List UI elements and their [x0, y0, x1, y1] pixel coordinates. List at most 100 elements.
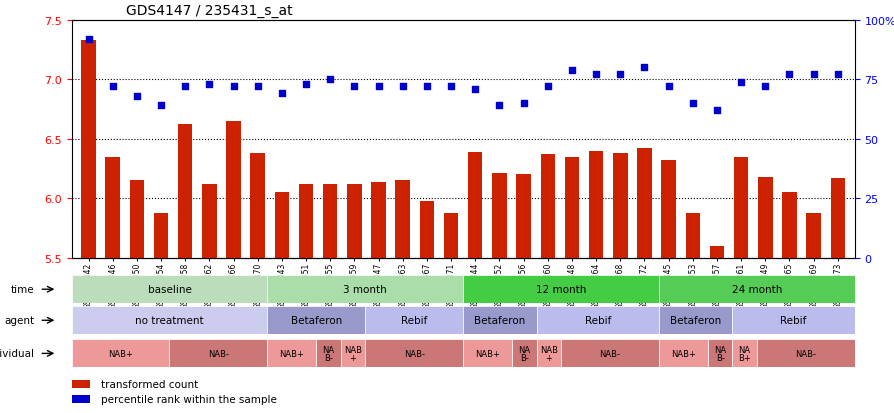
Bar [658, 339, 707, 368]
Text: NA
B-: NA B- [322, 345, 334, 362]
Point [588, 72, 603, 78]
Text: 24 month: 24 month [730, 285, 781, 294]
Bar [341, 339, 365, 368]
Text: NAB+: NAB+ [475, 349, 500, 358]
Bar [267, 275, 463, 304]
Point [492, 103, 506, 109]
Bar [274, 193, 289, 258]
Bar [658, 275, 854, 304]
Bar [685, 213, 699, 258]
Point [805, 72, 820, 78]
Bar [757, 178, 772, 258]
Text: Rebif: Rebif [401, 316, 427, 325]
Point [105, 84, 120, 90]
Text: baseline: baseline [148, 285, 191, 294]
Point [830, 72, 844, 78]
Point [419, 84, 434, 90]
Text: NA
B-: NA B- [518, 345, 530, 362]
Bar [709, 246, 723, 258]
Bar [492, 174, 506, 258]
Point [661, 84, 675, 90]
Bar [72, 275, 267, 304]
Bar [154, 213, 168, 258]
Bar [365, 306, 463, 335]
Bar [658, 306, 731, 335]
Point [540, 84, 554, 90]
Point [130, 93, 144, 100]
Bar [731, 339, 756, 368]
Bar [564, 157, 578, 258]
Point [202, 81, 216, 88]
Bar [169, 339, 267, 368]
Point [709, 107, 723, 114]
Text: 12 month: 12 month [536, 285, 586, 294]
Bar [612, 154, 627, 258]
Point [612, 72, 627, 78]
Point [468, 86, 482, 93]
Bar [316, 339, 341, 368]
Bar [371, 182, 385, 258]
Text: NAB-: NAB- [795, 349, 815, 358]
Bar [105, 157, 120, 258]
Point [564, 67, 578, 74]
Text: 3 month: 3 month [343, 285, 387, 294]
Text: transformed count: transformed count [101, 379, 198, 389]
Bar [463, 306, 536, 335]
Point [733, 79, 747, 85]
Text: NA
B+: NA B+ [738, 345, 750, 362]
Point [323, 77, 337, 83]
Bar [830, 178, 844, 258]
Text: time: time [11, 285, 34, 294]
Bar [536, 339, 561, 368]
Text: NAB-: NAB- [207, 349, 229, 358]
Point [757, 84, 772, 90]
Point [299, 81, 313, 88]
Text: NAB-: NAB- [403, 349, 425, 358]
Bar [299, 185, 313, 258]
Bar [250, 154, 265, 258]
Bar [72, 395, 90, 403]
Bar [202, 185, 216, 258]
Bar [588, 151, 603, 258]
Text: NAB+: NAB+ [108, 349, 133, 358]
Bar [347, 185, 361, 258]
Text: Betaferon: Betaferon [291, 316, 342, 325]
Point [685, 100, 699, 107]
Bar [365, 339, 463, 368]
Text: NA
B-: NA B- [713, 345, 725, 362]
Bar [226, 121, 240, 258]
Bar [72, 339, 169, 368]
Bar [419, 201, 434, 258]
Point [81, 36, 96, 43]
Point [637, 65, 651, 71]
Bar [707, 339, 731, 368]
Bar [511, 339, 536, 368]
Text: Betaferon: Betaferon [474, 316, 525, 325]
Text: no treatment: no treatment [135, 316, 204, 325]
Text: NAB+: NAB+ [279, 349, 304, 358]
Point [226, 84, 240, 90]
Bar [323, 185, 337, 258]
Bar [130, 181, 144, 258]
Bar [463, 275, 658, 304]
Bar [536, 306, 658, 335]
Bar [395, 181, 409, 258]
Text: GDS4147 / 235431_s_at: GDS4147 / 235431_s_at [126, 4, 292, 18]
Bar [781, 193, 796, 258]
Bar [805, 213, 820, 258]
Point [395, 84, 409, 90]
Point [347, 84, 361, 90]
Text: agent: agent [4, 316, 34, 325]
Text: Betaferon: Betaferon [670, 316, 721, 325]
Bar [178, 125, 192, 258]
Bar [72, 306, 267, 335]
Bar [468, 152, 482, 258]
Bar [637, 149, 651, 258]
Bar [516, 175, 530, 258]
Text: NAB+: NAB+ [670, 349, 695, 358]
Bar [731, 306, 854, 335]
Bar [267, 339, 316, 368]
Text: NAB-: NAB- [599, 349, 620, 358]
Point [371, 84, 385, 90]
Text: Rebif: Rebif [780, 316, 805, 325]
